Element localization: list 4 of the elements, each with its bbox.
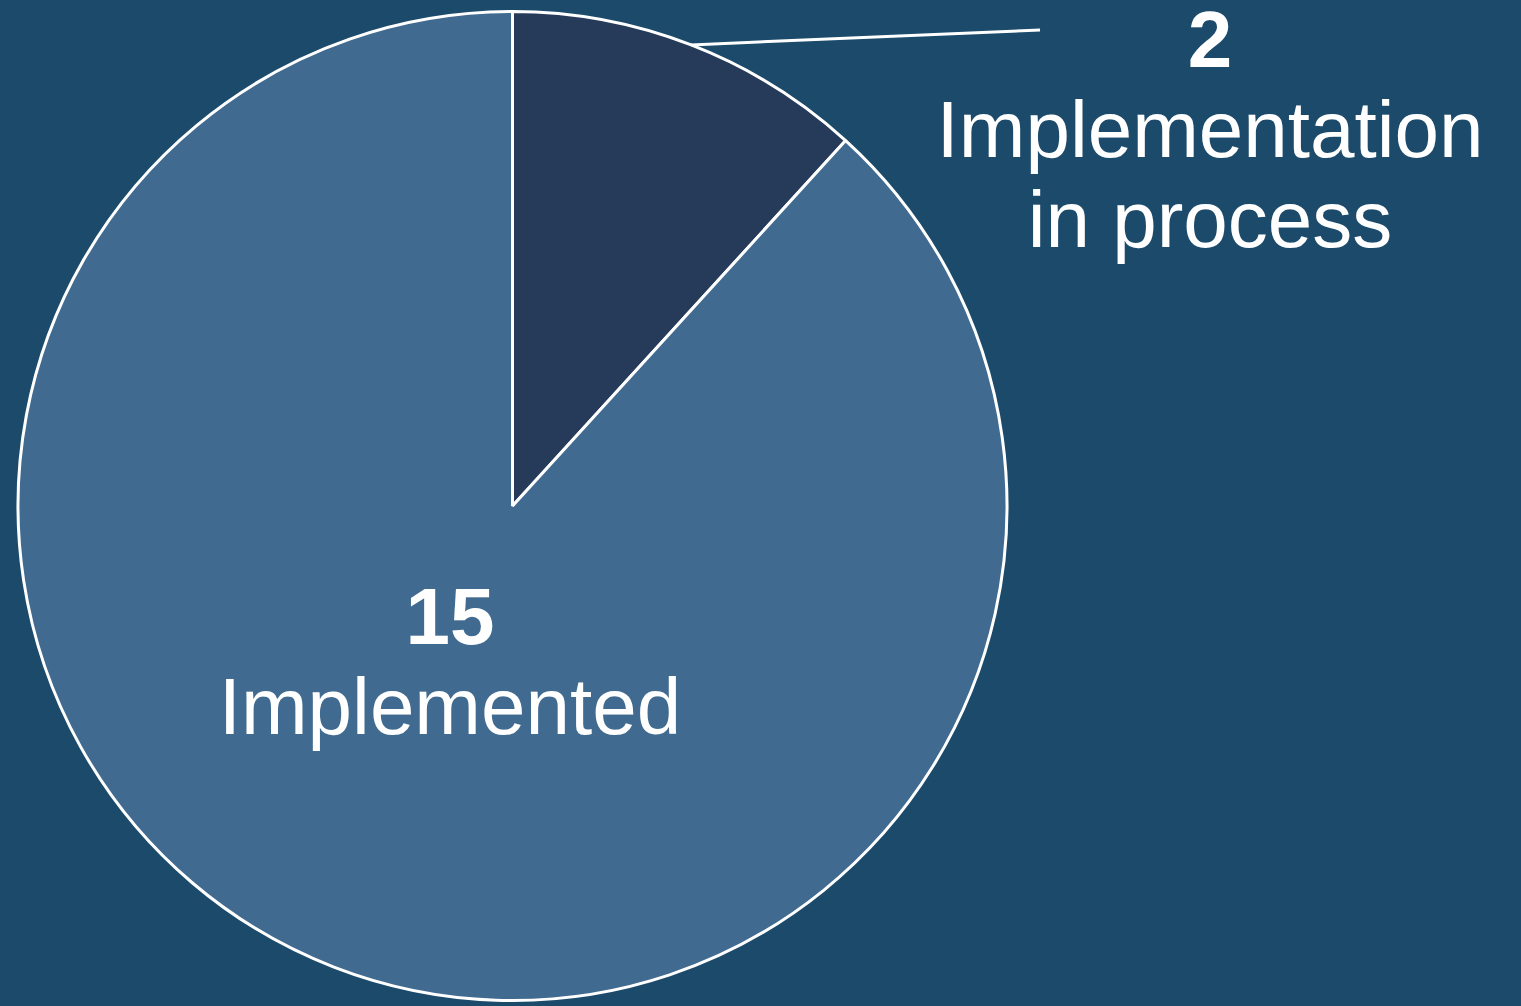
slice-label: Implementation in process [936,85,1484,265]
data-label: 15 [405,572,495,662]
slice-label: Implemented [218,662,682,752]
data-label: 2 [1187,0,1233,85]
